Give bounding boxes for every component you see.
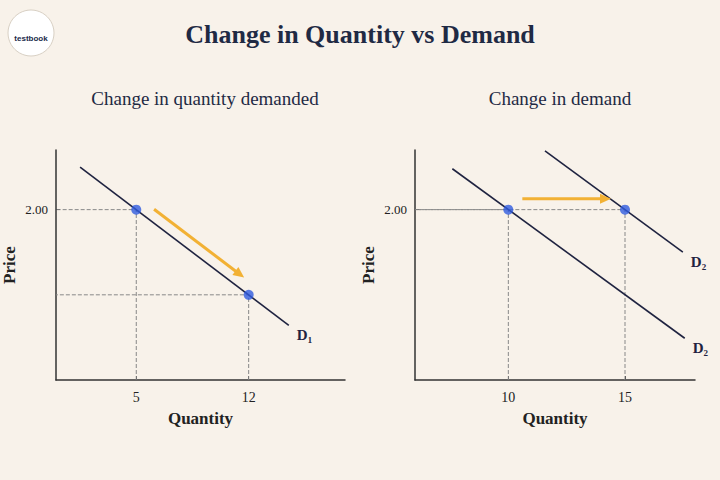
- svg-text:D₂: D₂: [693, 340, 709, 356]
- svg-text:Change in quantity demanded: Change in quantity demanded: [91, 88, 319, 109]
- svg-text:Quantity: Quantity: [168, 409, 234, 428]
- svg-text:10: 10: [501, 390, 515, 405]
- svg-text:Change in demand: Change in demand: [489, 88, 632, 109]
- svg-text:12: 12: [242, 390, 256, 405]
- svg-text:Price: Price: [359, 246, 378, 284]
- svg-text:Price: Price: [0, 246, 19, 284]
- svg-text:D₂: D₂: [691, 254, 707, 270]
- svg-text:2.00: 2.00: [25, 202, 48, 217]
- svg-text:15: 15: [618, 390, 632, 405]
- svg-text:Quantity: Quantity: [522, 409, 588, 428]
- svg-text:5: 5: [133, 390, 140, 405]
- svg-text:testbook: testbook: [14, 34, 48, 43]
- svg-text:Change in Quantity vs Demand: Change in Quantity vs Demand: [185, 20, 535, 49]
- svg-text:2.00: 2.00: [384, 202, 407, 217]
- svg-text:D₁: D₁: [297, 327, 312, 343]
